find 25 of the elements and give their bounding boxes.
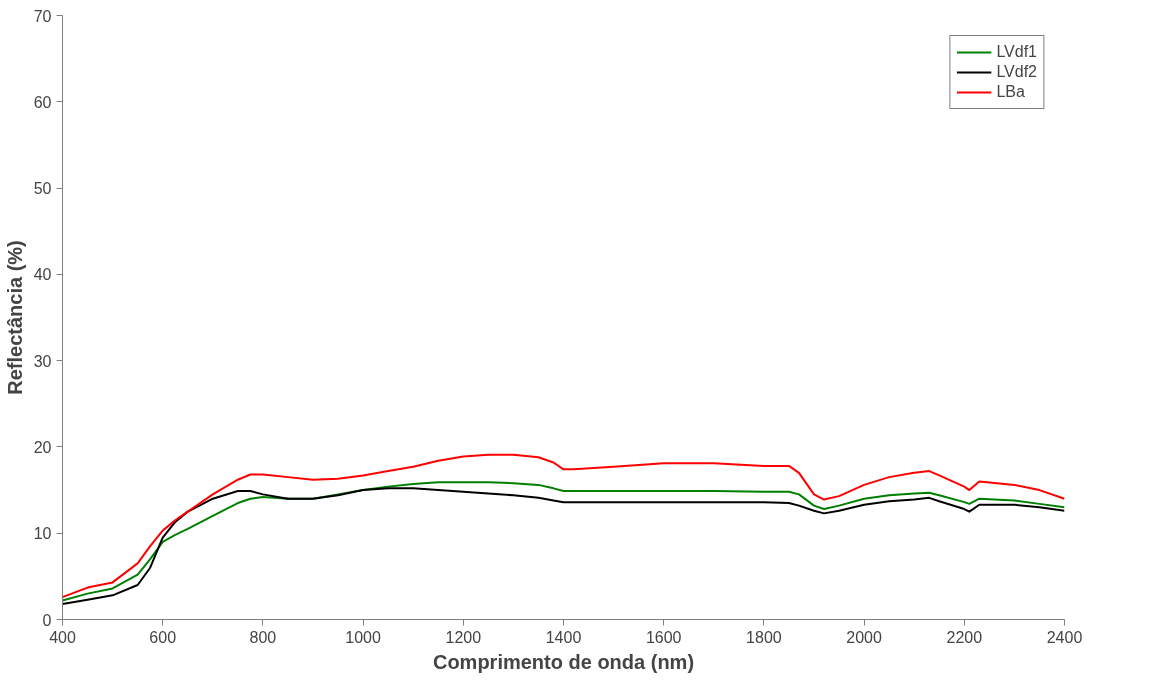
legend-label: LBa (996, 83, 1025, 101)
line-series (62, 453, 1065, 599)
x-tick-label: 1800 (746, 628, 782, 646)
legend-label: LVdf1 (996, 43, 1037, 61)
x-tick-label: 2000 (846, 628, 882, 646)
y-tick-label: 70 (33, 7, 52, 25)
x-tick-label: 1600 (645, 628, 682, 646)
x-tick-label: 1400 (545, 628, 582, 646)
y-tick-label: 50 (33, 180, 52, 198)
y-tick-label: 0 (42, 611, 52, 629)
y-tick-label: 10 (33, 525, 52, 543)
x-tick-label: 1200 (445, 628, 482, 646)
x-tick-label: 800 (249, 628, 277, 646)
y-tick-label: 60 (33, 93, 52, 111)
x-tick-label: 600 (149, 628, 177, 646)
y-tick-label: 30 (33, 352, 52, 370)
x-tick-label: 2400 (1046, 628, 1083, 646)
y-tick-label: 20 (33, 438, 52, 456)
y-axis-title: Reflectância (%) (3, 240, 26, 395)
y-tick-label: 40 (33, 266, 52, 284)
legend-label: LVdf2 (996, 63, 1037, 81)
x-tick-label: 1000 (345, 628, 381, 646)
x-axis-title: Comprimento de onda (nm) (432, 650, 695, 673)
x-tick-label: 2200 (946, 628, 983, 646)
x-tick-label: 400 (49, 628, 76, 646)
